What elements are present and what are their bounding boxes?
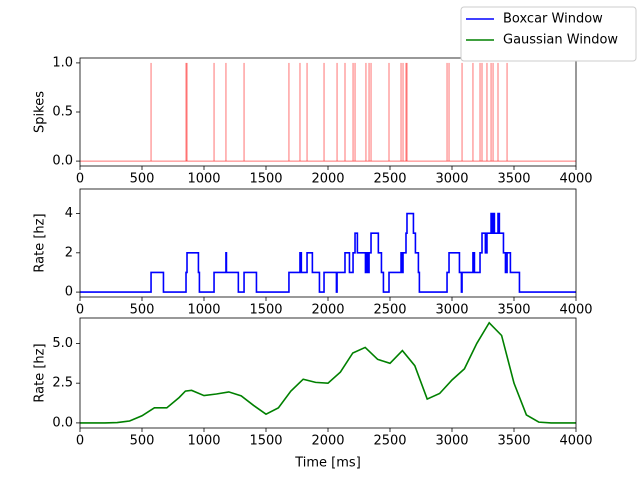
x-tick-label: 1000 bbox=[187, 303, 220, 318]
series-line bbox=[80, 321, 576, 424]
x-tick-label: 2500 bbox=[373, 434, 406, 449]
x-tick-label: 2500 bbox=[373, 172, 406, 187]
legend-label: Gaussian Window bbox=[503, 33, 618, 48]
x-tick-label: 2000 bbox=[311, 434, 344, 449]
y-tick-label: 5.0 bbox=[52, 336, 73, 351]
y-tick-label: 0.0 bbox=[52, 154, 73, 169]
x-tick-label: 3500 bbox=[497, 172, 530, 187]
legend: Boxcar Window Gaussian Window bbox=[460, 6, 637, 62]
x-tick-label: 3500 bbox=[497, 303, 530, 318]
x-tick-label: 2000 bbox=[311, 172, 344, 187]
legend-label: Boxcar Window bbox=[503, 12, 603, 27]
y-tick-label: 4 bbox=[65, 206, 73, 221]
x-tick-label: 1000 bbox=[187, 434, 220, 449]
x-tick-label: 0 bbox=[76, 434, 84, 449]
x-tick-label: 2000 bbox=[311, 303, 344, 318]
y-tick-label: 2.5 bbox=[52, 376, 73, 391]
x-tick-label: 0 bbox=[76, 303, 84, 318]
x-tick-label: 4000 bbox=[559, 434, 592, 449]
axes-frame bbox=[79, 57, 577, 167]
x-tick-label: 0 bbox=[76, 172, 84, 187]
subplot: 0 500 1000 1500 2000 2500 3000 3500 4000 0.0 2.5 5.… bbox=[33, 317, 593, 471]
x-tick-label: 3000 bbox=[435, 303, 468, 318]
y-tick-label: 0.0 bbox=[52, 415, 73, 430]
y-tick-label: 0 bbox=[65, 285, 73, 300]
x-tick-label: 1500 bbox=[249, 172, 282, 187]
x-tick-label: 3500 bbox=[497, 434, 530, 449]
axes-frame bbox=[79, 317, 577, 429]
x-tick-label: 1500 bbox=[249, 303, 282, 318]
x-tick-label: 3000 bbox=[435, 434, 468, 449]
series-line bbox=[80, 212, 576, 293]
x-tick-label: 3000 bbox=[435, 172, 468, 187]
y-axis-label: Rate [hz] bbox=[33, 213, 48, 272]
x-tick-label: 2500 bbox=[373, 303, 406, 318]
y-tick-label: 0.5 bbox=[52, 105, 73, 120]
x-tick-label: 500 bbox=[130, 434, 155, 449]
x-tick-label: 500 bbox=[130, 172, 155, 187]
x-axis-label: Time [ms] bbox=[294, 456, 361, 471]
subplot: 0 500 1000 1500 2000 2500 3000 3500 4000 0.0 0.5 1.… bbox=[33, 55, 593, 186]
y-tick-label: 1.0 bbox=[52, 55, 73, 70]
y-axis-label: Rate [hz] bbox=[33, 343, 48, 402]
legend-box bbox=[460, 6, 637, 62]
subplot: 0 500 1000 1500 2000 2500 3000 3500 4000 0 2 4 Rate … bbox=[33, 188, 593, 318]
x-tick-label: 1000 bbox=[187, 172, 220, 187]
x-tick-label: 4000 bbox=[559, 303, 592, 318]
axes-frame bbox=[79, 188, 577, 298]
x-tick-label: 1500 bbox=[249, 434, 282, 449]
y-tick-label: 2 bbox=[65, 245, 73, 260]
y-axis-label: Spikes bbox=[33, 91, 48, 133]
x-tick-label: 4000 bbox=[559, 172, 592, 187]
x-tick-label: 500 bbox=[130, 303, 155, 318]
